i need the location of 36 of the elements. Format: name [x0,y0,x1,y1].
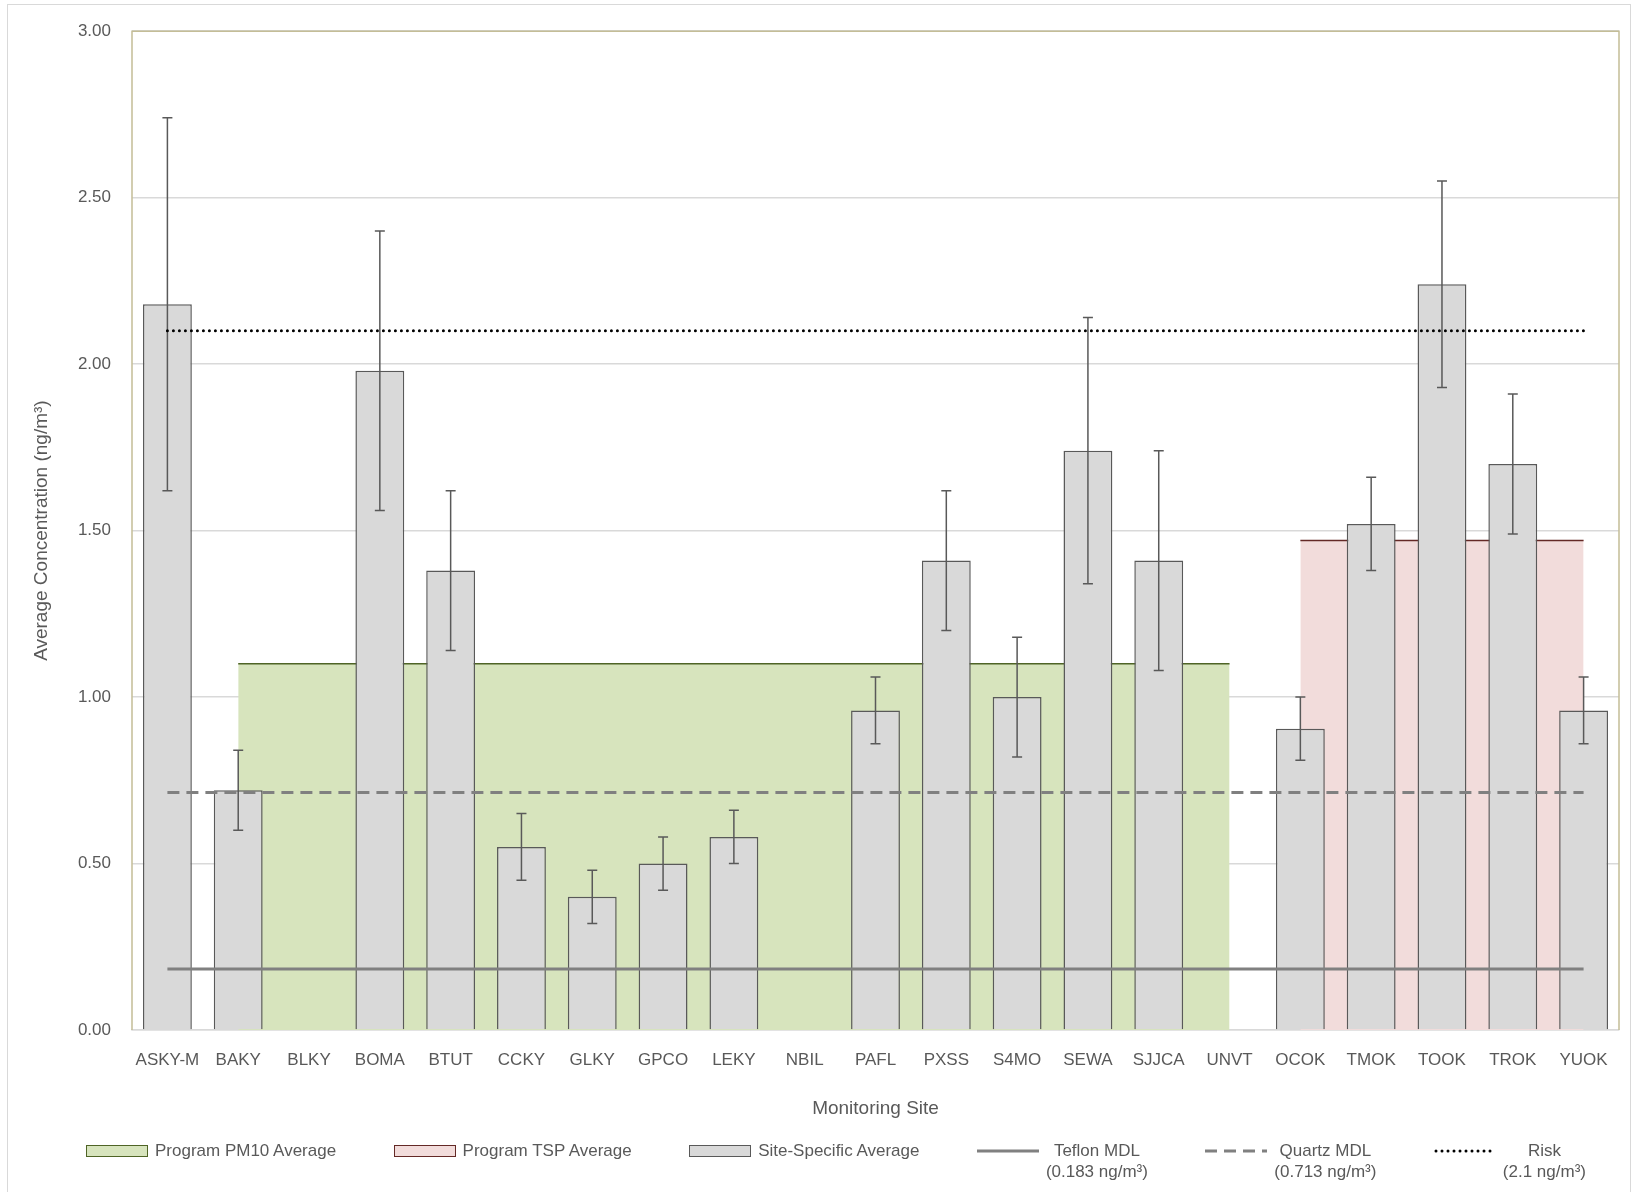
x-tick-label: PXSS [923,1049,969,1069]
legend-label: Teflon MDL (0.183 ng/m³) [1045,1140,1148,1182]
x-axis-title: Monitoring Site [812,1096,939,1118]
x-tick-label: TMOK [1346,1049,1397,1069]
y-tick-label: 0.00 [77,1019,111,1039]
x-tick-label: UNVT [1206,1049,1253,1069]
x-tick-label: ASKY-M [135,1049,200,1069]
x-tick-label: PAFL [854,1049,897,1069]
legend-label: Site-Specific Average [758,1140,920,1161]
x-tick-label: GLKY [569,1049,615,1069]
y-tick-label: 1.00 [77,686,111,706]
x-tick-label: BTUT [428,1049,473,1069]
x-tick-label: GPCO [638,1049,689,1069]
x-tick-label: SEWA [1063,1049,1114,1069]
x-tick-label: BLKY [287,1049,331,1069]
x-tick-label: TROK [1489,1049,1538,1069]
x-tick-label: CCKY [497,1049,546,1069]
x-tick-label: TOOK [1418,1049,1467,1069]
x-tick-label: BAKY [215,1049,261,1069]
legend-label: Risk (2.1 ng/m³) [1502,1140,1586,1182]
x-tick-label: SJJCA [1132,1049,1186,1069]
x-tick-label: BOMA [354,1049,406,1069]
y-tick-label: 0.50 [77,853,111,873]
y-tick-label: 1.50 [77,520,111,540]
y-axis-title: Average Concentration (ng/m³) [29,400,51,661]
x-tick-label: YUOK [1559,1049,1609,1069]
x-tick-label: LEKY [712,1049,756,1069]
y-tick-label: 3.00 [77,20,111,40]
legend-label: Program TSP Average [462,1140,632,1161]
legend-label: Quartz MDL (0.713 ng/m³) [1274,1140,1377,1182]
legend-label: Program PM10 Average [155,1140,337,1161]
y-tick-label: 2.00 [77,353,111,373]
x-tick-label: OCOK [1275,1049,1327,1069]
x-tick-label: NBIL [785,1049,824,1069]
y-tick-label: 2.50 [77,187,111,207]
x-tick-label: S4MO [993,1049,1042,1069]
